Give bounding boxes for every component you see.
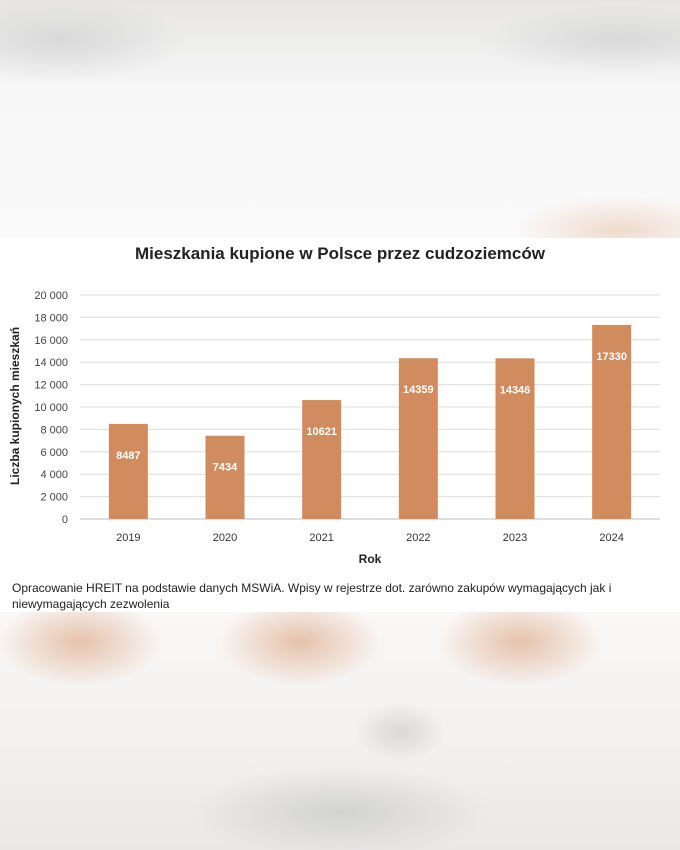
y-tick-label: 16 000 xyxy=(34,335,68,347)
x-tick-label: 2019 xyxy=(116,532,140,544)
data-label-2023: 14346 xyxy=(500,384,531,396)
data-label-2019: 8487 xyxy=(116,450,140,462)
source-caption: Opracowanie HREIT na podstawie danych MS… xyxy=(12,581,612,611)
chart-title: Mieszkania kupione w Polsce przez cudzoz… xyxy=(134,244,545,263)
blurred-background-top xyxy=(0,0,680,238)
data-label-2021: 10621 xyxy=(306,426,337,438)
gridlines xyxy=(80,294,660,520)
y-axis-title: Liczba kupionych mieszkań xyxy=(8,327,22,485)
y-tick-label: 4 000 xyxy=(40,469,68,481)
x-axis-title: Rok xyxy=(359,552,382,566)
bar-2019 xyxy=(108,423,148,519)
blurred-background-bottom xyxy=(0,612,680,850)
x-tick-label: 2021 xyxy=(309,532,333,544)
bar-2024 xyxy=(592,324,632,519)
data-label-2020: 7434 xyxy=(213,462,238,474)
data-labels: 8487 7434 10621 14359 14346 17330 xyxy=(116,351,627,474)
y-tick-label: 20 000 xyxy=(34,290,68,302)
y-tick-label: 0 xyxy=(62,514,68,526)
y-axis-ticks: 0 2 000 4 000 6 000 8 000 10 000 12 000 14 000 1… xyxy=(34,290,68,526)
y-tick-label: 18 000 xyxy=(34,312,68,324)
y-tick-label: 12 000 xyxy=(34,380,68,392)
bar-2022 xyxy=(398,358,438,519)
bar-2021 xyxy=(302,400,342,519)
bar-chart: 0 2 000 4 000 6 000 8 000 10 000 12 000 14 000 1… xyxy=(8,290,660,566)
y-tick-label: 8 000 xyxy=(40,424,68,436)
x-axis-ticks: 2019 2020 2021 2022 2023 2024 xyxy=(116,532,624,544)
x-tick-label: 2023 xyxy=(503,532,527,544)
x-tick-label: 2024 xyxy=(599,532,623,544)
bar-2020 xyxy=(205,435,245,519)
x-tick-label: 2020 xyxy=(213,532,237,544)
y-tick-label: 10 000 xyxy=(34,402,68,414)
y-tick-label: 2 000 xyxy=(40,492,68,504)
x-tick-label: 2022 xyxy=(406,532,430,544)
y-tick-label: 14 000 xyxy=(34,357,68,369)
data-label-2022: 14359 xyxy=(403,384,434,396)
data-label-2024: 17330 xyxy=(596,351,627,363)
bars xyxy=(108,324,632,519)
y-tick-label: 6 000 xyxy=(40,447,68,459)
bar-2023 xyxy=(495,358,535,519)
